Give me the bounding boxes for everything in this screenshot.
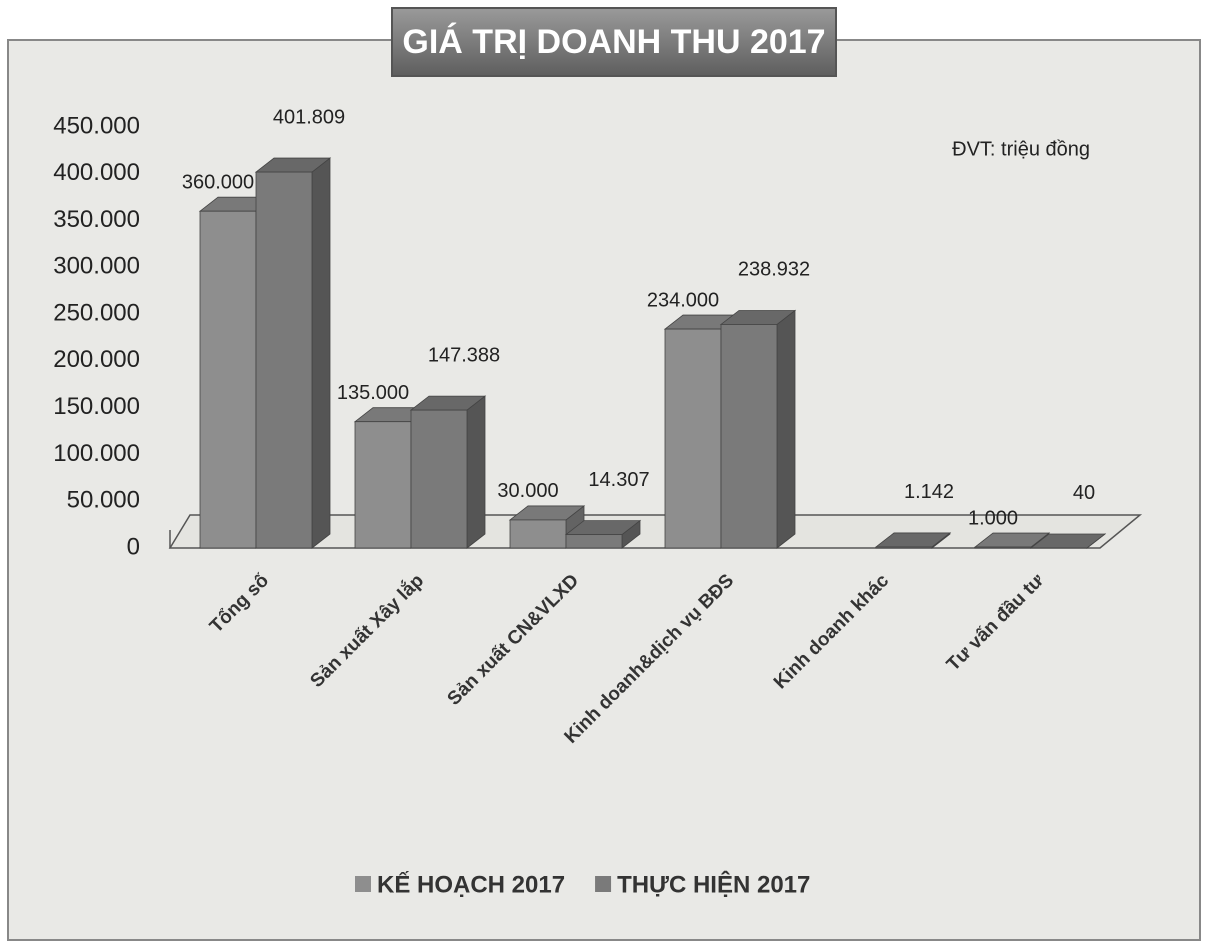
bar-side [311,157,331,549]
title-box [391,7,837,77]
bar-side [466,395,486,549]
chart-title: GIÁ TRỊ DOANH THU 2017 [402,23,825,61]
bar [509,519,567,549]
bar [410,409,468,549]
data-label: 401.809 [273,106,345,128]
y-tick-label: 450.000 [53,112,140,139]
bar [255,171,313,549]
data-label: 234.000 [647,289,719,311]
data-label: 40 [1073,482,1095,504]
y-tick-label: 350.000 [53,206,140,233]
data-label: 360.000 [182,171,254,193]
y-tick-label: 100.000 [53,440,140,467]
bar [875,546,933,549]
data-label: 238.932 [738,259,810,281]
bar [664,328,722,549]
bar [720,324,778,549]
legend-label: THỰC HIỆN 2017 [617,870,810,898]
y-tick-label: 200.000 [53,346,140,373]
data-label: 1.000 [968,507,1018,529]
data-label: 147.388 [428,344,500,366]
y-tick-label: 300.000 [53,253,140,280]
data-label: 1.142 [904,481,954,503]
y-tick-label: 50.000 [67,487,140,514]
y-tick-label: 150.000 [53,393,140,420]
bar-side [776,309,796,549]
bar [974,546,1032,549]
legend-swatch [595,876,612,892]
data-label: 30.000 [497,480,558,502]
legend-swatch [355,876,371,892]
y-tick-label: 0 [127,533,140,560]
bar [565,534,623,549]
bar [354,421,412,549]
annotation: ĐVT: triệu đồng [952,138,1090,160]
data-label: 14.307 [588,469,649,491]
y-tick-label: 400.000 [53,159,140,186]
bar [199,210,257,549]
data-label: 135.000 [337,382,409,404]
y-tick-label: 250.000 [53,299,140,326]
legend-label: KẾ HOẠCH 2017 [377,870,565,898]
